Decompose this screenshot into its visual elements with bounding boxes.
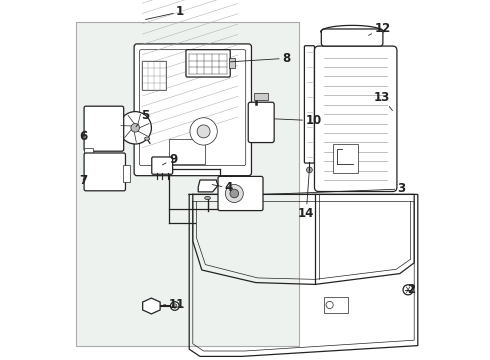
Bar (324, 297, 347, 313)
Bar (143, 61, 166, 90)
Ellipse shape (205, 197, 210, 199)
FancyBboxPatch shape (152, 157, 172, 174)
FancyBboxPatch shape (140, 50, 245, 166)
Text: 14: 14 (298, 165, 315, 220)
Text: 1: 1 (146, 5, 184, 19)
Text: 13: 13 (374, 91, 392, 111)
Bar (84, 148, 93, 157)
Polygon shape (198, 180, 218, 192)
FancyBboxPatch shape (84, 106, 123, 151)
Text: 10: 10 (274, 114, 321, 127)
Bar (333, 144, 358, 173)
Circle shape (119, 112, 151, 144)
Text: 4: 4 (212, 181, 233, 194)
Text: 9: 9 (162, 153, 177, 166)
Text: 7: 7 (79, 174, 87, 186)
Circle shape (172, 304, 177, 308)
Bar (254, 93, 269, 100)
Bar (170, 139, 205, 164)
Text: 3: 3 (266, 183, 406, 195)
Ellipse shape (145, 137, 149, 140)
Bar (123, 165, 130, 182)
Polygon shape (143, 298, 160, 314)
Circle shape (131, 123, 140, 132)
Circle shape (307, 167, 312, 173)
Text: 11: 11 (164, 298, 185, 311)
Text: 6: 6 (79, 130, 87, 143)
Circle shape (225, 184, 244, 202)
FancyBboxPatch shape (134, 44, 251, 176)
Circle shape (230, 189, 239, 198)
FancyBboxPatch shape (84, 153, 125, 191)
FancyBboxPatch shape (304, 46, 315, 163)
FancyBboxPatch shape (186, 50, 230, 77)
Text: 2: 2 (408, 283, 416, 296)
Text: 8: 8 (230, 52, 290, 65)
FancyBboxPatch shape (218, 176, 263, 211)
Text: 5: 5 (136, 109, 149, 127)
Bar (76, 22, 299, 346)
Circle shape (197, 125, 210, 138)
Circle shape (190, 118, 217, 145)
Circle shape (171, 302, 179, 310)
FancyBboxPatch shape (315, 46, 397, 192)
Circle shape (403, 285, 413, 295)
FancyBboxPatch shape (321, 29, 383, 46)
Text: 12: 12 (368, 22, 391, 35)
Circle shape (326, 301, 333, 309)
FancyBboxPatch shape (248, 102, 274, 143)
Bar (229, 58, 235, 68)
